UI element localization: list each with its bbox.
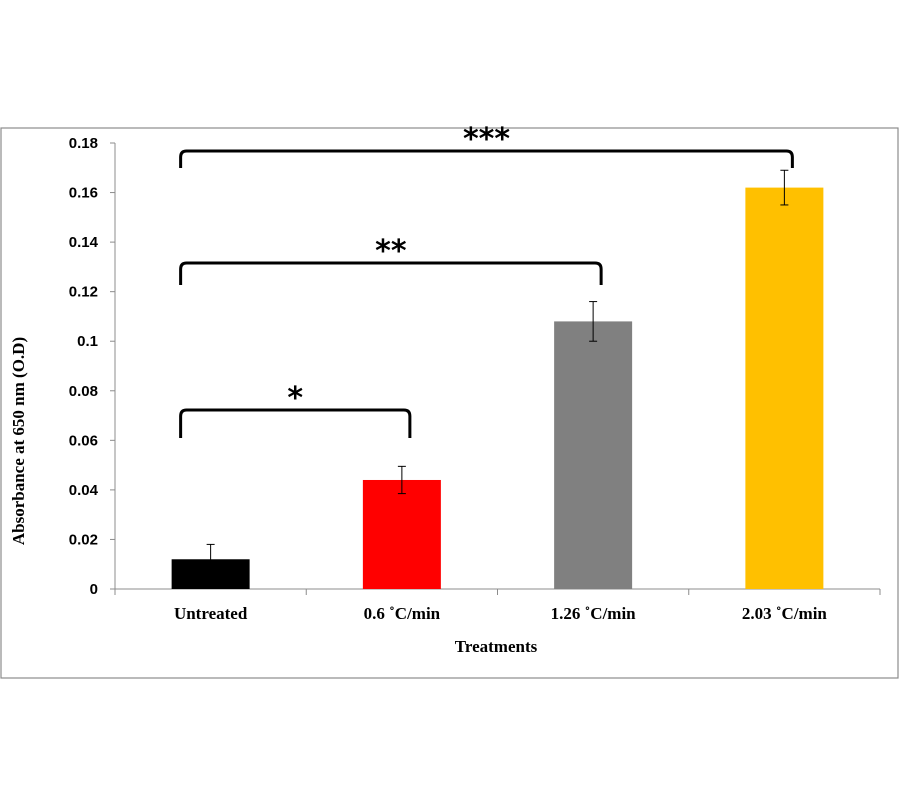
y-tick-label: 0.06 (69, 432, 98, 449)
y-tick-label: 0.16 (69, 185, 98, 202)
y-tick-label: 0.04 (69, 482, 99, 499)
significance-bracket (179, 408, 412, 438)
x-tick-label: 1.26 ˚C/min (551, 604, 637, 623)
y-axis-title: Absorbance at 650 nm (O.D) (9, 337, 28, 545)
significance-marker: *** (463, 122, 510, 157)
y-tick-label: 0.12 (69, 284, 98, 301)
x-axis-title: Treatments (455, 637, 538, 656)
bar (554, 321, 633, 589)
significance-marker: ** (375, 234, 407, 269)
plot-area: 0 0.02 0.04 0.06 0.08 0.1 0.12 0.14 0.16 0.18 Untr… (69, 122, 881, 623)
significance-marker: * (287, 381, 303, 416)
y-tick-label: 0.18 (69, 135, 98, 152)
x-tick-label: 0.6 ˚C/min (364, 604, 441, 623)
y-tick-label: 0.02 (69, 531, 98, 548)
x-tick-label: 2.03 ˚C/min (742, 604, 828, 623)
bar (745, 187, 824, 589)
significance-bracket (179, 261, 603, 285)
y-tick-label: 0.1 (77, 333, 98, 350)
y-tick-label: 0 (90, 581, 98, 598)
bar (362, 479, 441, 589)
y-tick-label: 0.14 (69, 234, 99, 251)
y-tick-label: 0.08 (69, 383, 98, 400)
significance-bracket (179, 149, 794, 168)
x-tick-label: Untreated (174, 604, 248, 623)
